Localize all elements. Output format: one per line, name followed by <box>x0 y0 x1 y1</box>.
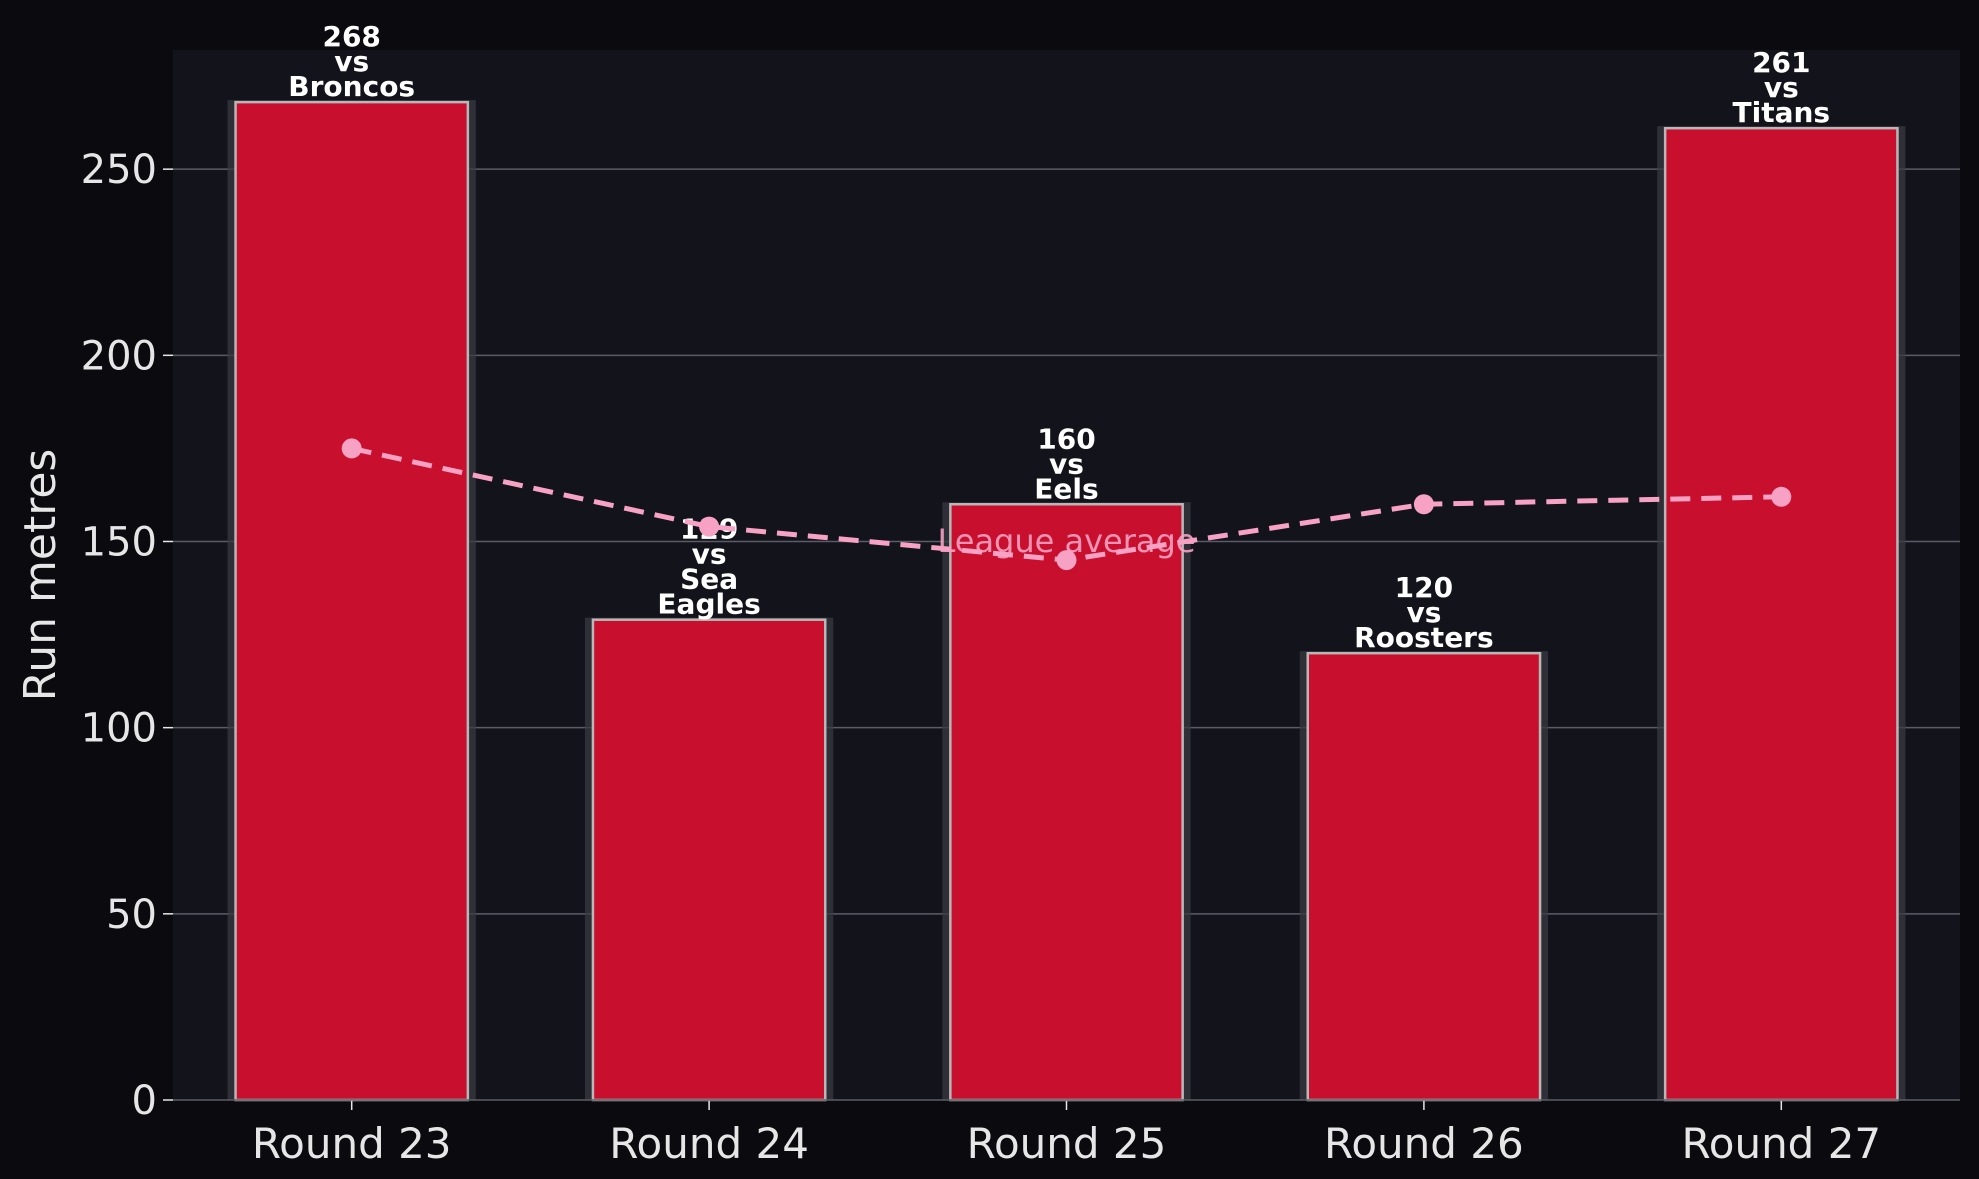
x-tick-label: Round 27 <box>1681 1119 1881 1168</box>
bar <box>591 618 827 1102</box>
y-tick-label: 0 <box>132 1078 157 1124</box>
y-tick-label: 100 <box>81 706 157 752</box>
bar <box>949 503 1184 1102</box>
y-axis-label: Run metres <box>15 449 66 702</box>
average-line-label: League average <box>937 522 1195 560</box>
average-point <box>1413 494 1434 515</box>
bar-value-label: Broncos <box>288 70 415 103</box>
y-axis-ticks: 0 50 100 150 200 250 <box>81 147 173 1124</box>
y-tick-label: 50 <box>106 892 157 938</box>
bar-value-label: Sea <box>680 563 738 596</box>
x-axis-ticks: Round 23 Round 24 Round 25 Round 26 Round 27 <box>252 1100 1881 1168</box>
bar-value-label: 261 <box>1752 46 1810 79</box>
bar <box>1306 651 1542 1102</box>
bar-value-label: vs <box>1049 447 1084 480</box>
bar-value-label: Roosters <box>1354 621 1494 654</box>
x-tick-label: Round 26 <box>1324 1119 1524 1168</box>
bar-value-label: vs <box>334 45 369 78</box>
bar-value-label: 120 <box>1395 571 1453 604</box>
average-point <box>699 516 720 537</box>
bar-value-labels: 268vsBroncos129vsSeaEagles160vsEels120vs… <box>288 20 1830 654</box>
bar-value-label: vs <box>692 538 727 571</box>
bar-value-label: 268 <box>322 20 380 53</box>
bar-value-label: vs <box>1406 596 1441 629</box>
bar-value-label: Eels <box>1034 472 1098 505</box>
league-average-line: League average <box>341 438 1792 571</box>
bars <box>227 100 1906 1102</box>
bar-value-label: Titans <box>1733 96 1831 129</box>
bar <box>1663 126 1899 1102</box>
bar-value-label: Eagles <box>657 588 760 621</box>
y-tick-label: 150 <box>81 519 157 565</box>
average-point <box>1056 550 1077 571</box>
x-tick-label: Round 23 <box>252 1119 452 1168</box>
average-point <box>1771 486 1792 507</box>
y-tick-label: 250 <box>81 147 157 193</box>
bar <box>234 100 470 1102</box>
y-tick-label: 200 <box>81 333 157 379</box>
bar-value-label: 160 <box>1037 422 1095 455</box>
bar-value-label: vs <box>1764 71 1799 104</box>
x-tick-label: Round 25 <box>967 1119 1167 1168</box>
x-tick-label: Round 24 <box>609 1119 809 1168</box>
average-point <box>341 438 362 459</box>
